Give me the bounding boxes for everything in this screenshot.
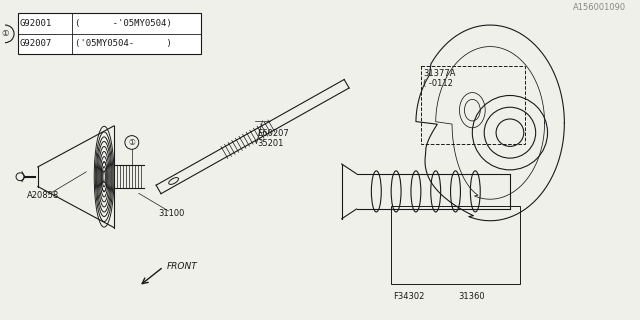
Text: E60207: E60207 [257,129,289,138]
Text: ①: ① [129,138,135,147]
Text: A156001090: A156001090 [573,3,626,12]
Text: ('05MY0504-      ): ('05MY0504- ) [76,39,172,48]
Text: 31377A: 31377A [423,69,455,78]
Text: 31100: 31100 [159,209,185,218]
Text: ①: ① [1,29,9,38]
Text: 31360: 31360 [458,292,485,301]
Text: F34302: F34302 [393,292,424,301]
FancyBboxPatch shape [18,13,201,54]
Text: G92001: G92001 [20,19,52,28]
Text: ( -0112: ( -0112 [423,79,452,88]
Text: 35201: 35201 [257,139,284,148]
Text: G92007: G92007 [20,39,52,48]
Text: A20858: A20858 [27,191,59,200]
Text: (      -'05MY0504): ( -'05MY0504) [76,19,172,28]
Text: FRONT: FRONT [166,262,197,271]
